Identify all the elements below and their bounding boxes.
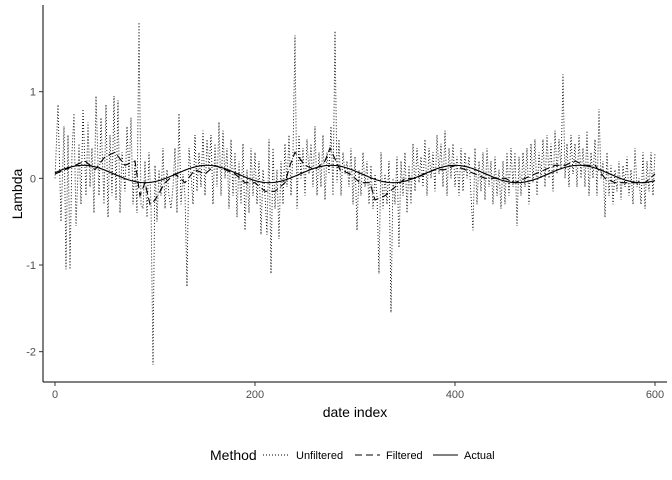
x-axis-title: date index — [323, 404, 388, 420]
y-tick-label: -1 — [26, 260, 36, 272]
x-tick-label: 400 — [446, 389, 464, 401]
series-line-filtered — [54, 146, 656, 206]
series-line-actual — [54, 164, 656, 184]
legend-label-actual: Actual — [464, 450, 495, 462]
y-axis-title: Lambda — [9, 168, 25, 219]
y-axis-ticks: -2 -1 0 1 — [26, 87, 43, 359]
x-tick-label: 600 — [646, 389, 664, 401]
legend: Method Unfiltered Filtered Actual — [210, 447, 495, 463]
y-tick-label: 1 — [30, 87, 36, 99]
x-tick-label: 200 — [246, 389, 264, 401]
series-layer — [54, 22, 656, 365]
y-tick-label: -2 — [26, 347, 36, 359]
legend-label-filtered: Filtered — [386, 450, 423, 462]
y-tick-label: 0 — [30, 173, 36, 185]
x-tick-label: 0 — [52, 389, 58, 401]
legend-label-unfiltered: Unfiltered — [296, 450, 343, 462]
x-axis-ticks: 0 200 400 600 — [52, 382, 664, 401]
legend-title: Method — [210, 447, 257, 463]
series-line-unfiltered — [54, 22, 656, 365]
